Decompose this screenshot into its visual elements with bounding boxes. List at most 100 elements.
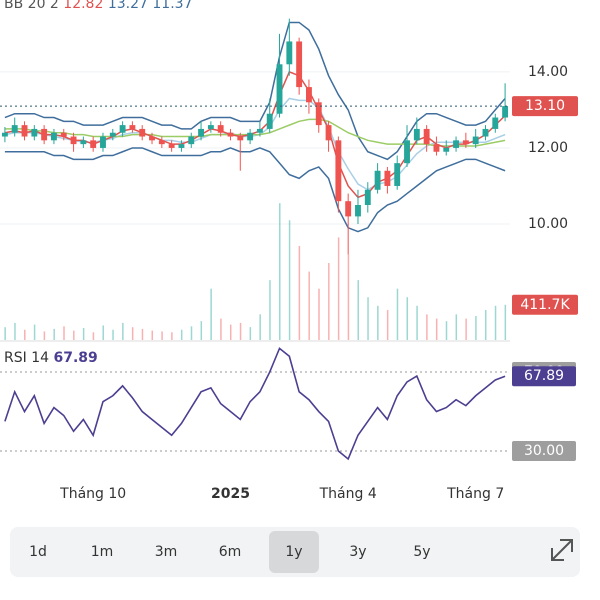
range-button[interactable]: 1d (29, 544, 47, 560)
volume-bar (210, 288, 212, 340)
volume-bar (141, 328, 144, 340)
y-tick-label: 14.00 (528, 64, 568, 80)
candle-body (443, 147, 450, 152)
candle-body (256, 128, 263, 133)
candle-body (237, 136, 244, 141)
volume-bar (504, 304, 507, 340)
volume-bar (484, 310, 487, 340)
candle-body (1, 132, 8, 137)
candle-body (247, 132, 254, 141)
indicator-line (4, 147, 506, 233)
volume-bar (337, 237, 340, 340)
volume-bar (435, 318, 438, 340)
volume-bar (4, 327, 6, 340)
candle-body (100, 136, 106, 148)
volume-bar (24, 329, 26, 340)
volume-bar (475, 316, 477, 340)
volume-bar (406, 297, 409, 340)
volume-bar (229, 324, 232, 340)
candle-body (482, 128, 489, 137)
indicator-line (4, 118, 506, 147)
expand-icon[interactable] (551, 539, 573, 561)
volume-bar (455, 314, 458, 340)
volume-bar (63, 326, 65, 340)
volume-bar (416, 305, 418, 340)
range-button[interactable]: 3m (155, 544, 178, 560)
volume-tag (512, 294, 578, 315)
candle-body (217, 125, 224, 133)
candle-body (158, 140, 165, 145)
candle-body (119, 125, 126, 133)
rsi-tag-label: 67.89 (524, 368, 564, 384)
candle-body (276, 64, 283, 114)
legend-value: 13.27 (108, 0, 148, 12)
x-tick-label: Tháng 10 (59, 486, 126, 502)
candle-body (394, 163, 401, 186)
volume-bar (357, 280, 359, 340)
range-button[interactable]: 5y (413, 544, 430, 560)
y-tick-label: 12.00 (528, 140, 568, 156)
volume-bar (288, 220, 291, 340)
rsi-level-tag (512, 441, 576, 462)
volume-bar (14, 322, 16, 340)
price-tag (512, 96, 578, 117)
legend-value: 12.82 (63, 0, 103, 12)
candle-body (472, 136, 479, 145)
volume-bar (73, 330, 75, 340)
candle-body (315, 102, 322, 126)
candle-body (374, 170, 381, 190)
candle-body (178, 144, 185, 148)
rsi-title-value: 67.89 (53, 350, 97, 366)
candle-body (433, 144, 440, 152)
candle-body (109, 132, 116, 137)
volume-bar (151, 330, 154, 340)
candle-body (207, 125, 214, 129)
indicator-line (4, 21, 506, 161)
candle-body (129, 125, 136, 129)
candle-body (90, 140, 97, 148)
range-button[interactable]: 3y (349, 544, 366, 560)
volume-bar (190, 326, 193, 340)
range-button[interactable]: 1y (285, 544, 302, 560)
volume-bar (122, 322, 124, 340)
range-button[interactable]: 1m (91, 544, 114, 560)
candle-body (335, 140, 342, 202)
candle-body (453, 140, 459, 148)
legend-label: BB 20 2 (4, 0, 59, 12)
expand-arrows (551, 539, 573, 561)
candle-body (296, 41, 303, 88)
x-tick-label: Tháng 4 (319, 486, 377, 502)
volume-bar (377, 305, 379, 340)
volume-bar (161, 331, 163, 340)
legend: BB 20 2 12.82 13.27 11.37 (4, 0, 192, 12)
volume-bar (249, 327, 252, 340)
volume-bar (269, 280, 271, 340)
rsi-title-label: RSI 14 (4, 350, 49, 366)
candle-body (306, 87, 312, 103)
candle-body (188, 136, 195, 145)
volume-bar (386, 310, 389, 340)
volume-bar (318, 288, 320, 340)
candle-body (41, 128, 48, 141)
candle-body (168, 144, 175, 148)
rsi-line (4, 347, 506, 461)
volume-bar (112, 329, 114, 340)
indicator-line (4, 70, 506, 199)
candle-body (384, 170, 391, 186)
range-button[interactable]: 6m (219, 544, 242, 560)
candle-body (31, 128, 38, 137)
candle-body (413, 128, 420, 141)
volume-bar (53, 328, 55, 340)
candle-body (355, 204, 361, 217)
volume-bar (279, 203, 281, 340)
candle-body (423, 128, 430, 145)
volume-bar (426, 314, 428, 340)
volume-bar (171, 332, 173, 340)
candle-body (11, 125, 18, 133)
candle-body (51, 132, 57, 141)
candle-body (149, 136, 155, 141)
volume-bar (465, 318, 467, 340)
candle-body (198, 128, 204, 137)
legend-value: 11.37 (152, 0, 192, 12)
